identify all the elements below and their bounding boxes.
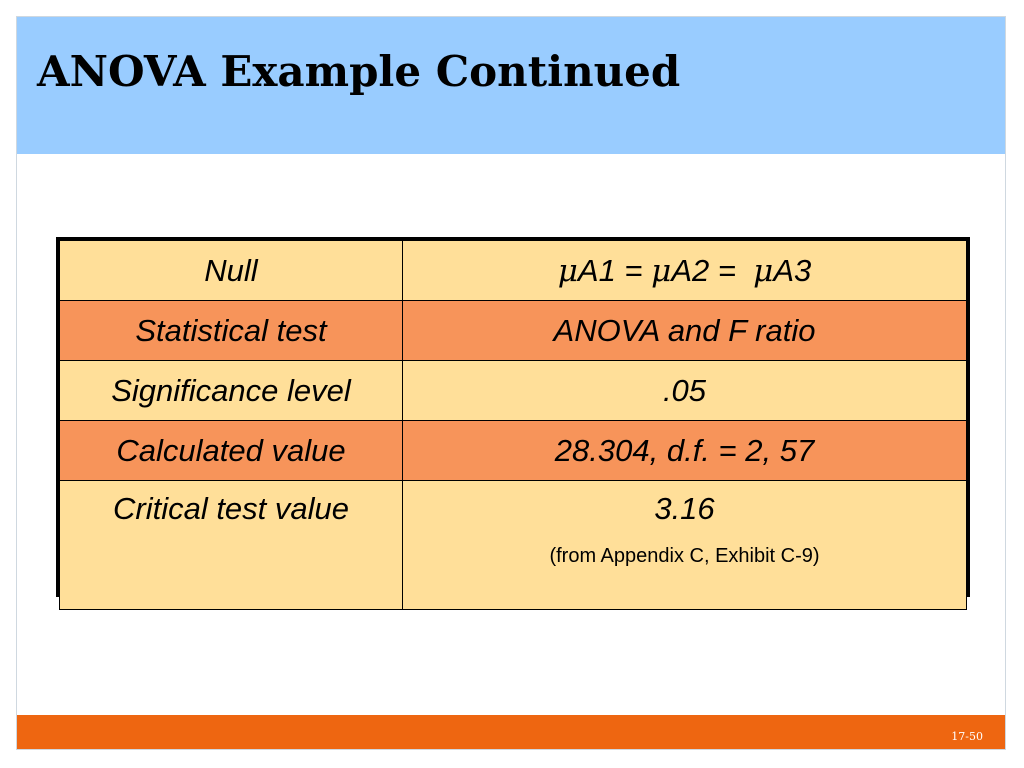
value-part: A3 [773,252,812,288]
mu-symbol: μ [651,252,672,289]
mu-symbol: μ [753,252,774,289]
anova-summary-table: Null μA1 = μA2 = μA3 Statistical test AN… [56,237,970,610]
row-value: .05 [402,360,967,421]
slide: ANOVA Example Continued Null μA1 = μA2 =… [16,16,1006,750]
row-value: 3.16 [654,491,715,526]
table-row-null: Null μA1 = μA2 = μA3 [59,240,967,301]
table-row-critical-test-value: Critical test value 3.16 (from Appendix … [59,480,967,610]
hypothesis-test-table: Null μA1 = μA2 = μA3 Statistical test AN… [59,240,967,610]
row-label: Statistical test [59,300,403,361]
table-row-statistical-test: Statistical test ANOVA and F ratio [59,300,967,361]
table-row-significance-level: Significance level .05 [59,360,967,421]
row-label: Calculated value [59,420,403,481]
critical-value-cell: 3.16 (from Appendix C, Exhibit C-9) [402,480,967,610]
row-label: Null [59,240,403,301]
row-value: 28.304, d.f. = 2, 57 [402,420,967,481]
row-label: Significance level [59,360,403,421]
value-part: A1 = [577,252,652,288]
title-band: ANOVA Example Continued [17,17,1005,154]
row-value: ANOVA and F ratio [402,300,967,361]
table-row-calculated-value: Calculated value 28.304, d.f. = 2, 57 [59,420,967,481]
slide-title: ANOVA Example Continued [37,47,681,96]
row-label: Critical test value [59,480,403,610]
mu-symbol: μ [557,252,578,289]
null-hypothesis-value: μA1 = μA2 = μA3 [402,240,967,301]
source-note: (from Appendix C, Exhibit C-9) [549,545,820,567]
value-part: A2 = [671,252,754,288]
page-number: 17-50 [951,730,983,743]
footer-bar: 17-50 [17,715,1005,749]
